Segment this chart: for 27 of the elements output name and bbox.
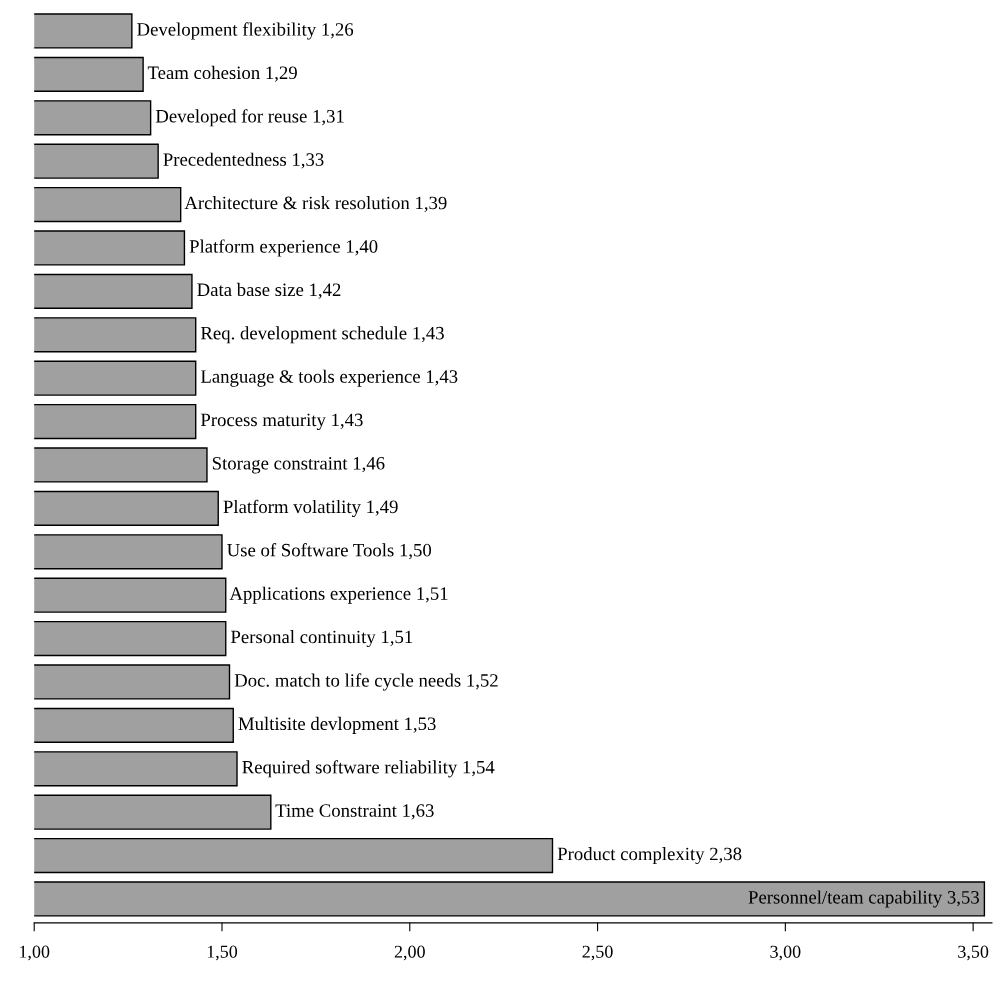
category-label: Personal continuity 1,51 — [230, 630, 413, 648]
category-label: Time Constraint 1,63 — [275, 804, 434, 820]
category-label: Platform volatility 1,49 — [223, 499, 398, 517]
category-label: Use of Software Tools 1,50 — [227, 543, 432, 560]
category-label: Language & tools experience 1,43 — [200, 369, 458, 387]
x-tick-label: 3,50 — [958, 945, 989, 961]
category-label: Data base size 1,42 — [197, 282, 341, 299]
category-label: Req. development schedule 1,43 — [200, 326, 444, 344]
x-tick-label: 2,00 — [394, 945, 425, 961]
category-label: Multisite devlopment 1,53 — [238, 716, 436, 734]
category-label: Product complexity 2,38 — [557, 847, 742, 865]
category-label: Platform experience 1,40 — [189, 239, 378, 257]
category-label: Required software reliability 1,54 — [242, 760, 495, 778]
category-label: Team cohesion 1,29 — [147, 65, 297, 82]
category-label: Process maturity 1,43 — [200, 413, 363, 431]
category-label: Personnel/team capability 3,53 — [748, 890, 979, 908]
category-label: Developed for reuse 1,31 — [155, 109, 344, 127]
x-tick-label: 2,50 — [582, 945, 613, 961]
category-label: Storage constraint 1,46 — [212, 457, 385, 474]
x-tick-label: 3,00 — [770, 945, 801, 961]
category-label: Doc. match to life cycle needs 1,52 — [234, 673, 498, 691]
category-label: Development flexibility 1,26 — [137, 22, 354, 40]
x-tick-label: 1,00 — [19, 945, 50, 961]
category-label: Precedentedness 1,33 — [163, 152, 324, 169]
category-label: Applications experience 1,51 — [229, 586, 448, 604]
x-tick-label: 1,50 — [207, 945, 238, 961]
category-label: Architecture & risk resolution 1,39 — [184, 196, 447, 212]
